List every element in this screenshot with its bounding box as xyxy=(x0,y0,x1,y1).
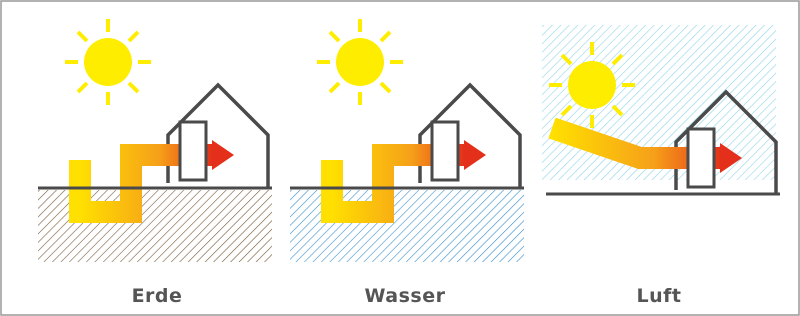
heat-pump xyxy=(432,122,458,180)
diagram: Erde Wasser Luft xyxy=(0,0,800,316)
label: Luft xyxy=(637,285,682,307)
label: Erde xyxy=(132,285,183,307)
heat-pump xyxy=(688,129,714,187)
label: Wasser xyxy=(365,285,446,307)
heat-pump xyxy=(180,122,206,180)
